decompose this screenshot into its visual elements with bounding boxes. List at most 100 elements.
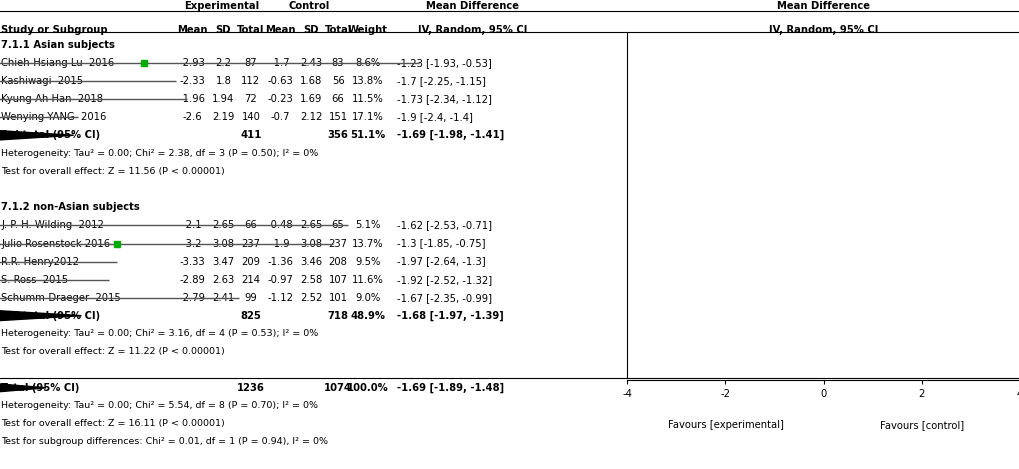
- Text: -0.7: -0.7: [270, 112, 289, 122]
- Text: Heterogeneity: Tau² = 0.00; Chi² = 2.38, df = 3 (P = 0.50); I² = 0%: Heterogeneity: Tau² = 0.00; Chi² = 2.38,…: [1, 149, 318, 158]
- Text: 3.08: 3.08: [212, 239, 234, 249]
- Text: 2.2: 2.2: [215, 58, 231, 68]
- Text: -2.79: -2.79: [179, 293, 206, 303]
- Text: 11.5%: 11.5%: [352, 94, 383, 104]
- Text: 13.8%: 13.8%: [352, 76, 383, 86]
- Text: 8.6%: 8.6%: [355, 58, 380, 68]
- Text: -3.33: -3.33: [179, 257, 205, 266]
- Text: 107: 107: [328, 274, 347, 285]
- Text: Heterogeneity: Tau² = 0.00; Chi² = 3.16, df = 4 (P = 0.53); I² = 0%: Heterogeneity: Tau² = 0.00; Chi² = 3.16,…: [1, 329, 318, 338]
- Text: 66: 66: [245, 220, 257, 230]
- Text: 411: 411: [240, 130, 261, 140]
- Text: 237: 237: [242, 239, 260, 249]
- Text: Mean Difference: Mean Difference: [426, 1, 519, 11]
- Text: -1.96: -1.96: [179, 94, 206, 104]
- Text: 66: 66: [331, 94, 344, 104]
- Text: Wenying YANG  2016: Wenying YANG 2016: [1, 112, 107, 122]
- Text: 2.43: 2.43: [300, 58, 322, 68]
- Text: -1.67 [-2.35, -0.99]: -1.67 [-2.35, -0.99]: [396, 293, 491, 303]
- Text: Mean: Mean: [177, 25, 208, 35]
- Text: SD: SD: [215, 25, 231, 35]
- Text: Experimental: Experimental: [184, 1, 259, 11]
- Text: Mean Difference: Mean Difference: [776, 1, 869, 11]
- Text: 9.0%: 9.0%: [355, 293, 380, 303]
- Text: R.R. Henry2012: R.R. Henry2012: [1, 257, 79, 266]
- Text: SD: SD: [303, 25, 319, 35]
- Text: Weight: Weight: [347, 25, 387, 35]
- Text: 3.47: 3.47: [212, 257, 234, 266]
- Text: 72: 72: [245, 94, 257, 104]
- Text: 2.65: 2.65: [300, 220, 322, 230]
- Text: 209: 209: [242, 257, 260, 266]
- Polygon shape: [0, 381, 46, 395]
- Text: -2.1: -2.1: [182, 220, 202, 230]
- Text: -0.48: -0.48: [267, 220, 292, 230]
- Text: Subtotal (95% CI): Subtotal (95% CI): [1, 310, 100, 321]
- Text: 1.69: 1.69: [300, 94, 322, 104]
- Text: -1.97 [-2.64, -1.3]: -1.97 [-2.64, -1.3]: [396, 257, 485, 266]
- Text: -1.3 [-1.85, -0.75]: -1.3 [-1.85, -0.75]: [396, 239, 485, 249]
- Text: S. Ross  2015: S. Ross 2015: [1, 274, 68, 285]
- Text: -1.9 [-2.4, -1.4]: -1.9 [-2.4, -1.4]: [396, 112, 473, 122]
- Text: 7.1.1 Asian subjects: 7.1.1 Asian subjects: [1, 40, 115, 50]
- Text: 101: 101: [328, 293, 347, 303]
- Text: -1.69 [-1.98, -1.41]: -1.69 [-1.98, -1.41]: [396, 130, 503, 140]
- Text: Test for overall effect: Z = 11.22 (P < 0.00001): Test for overall effect: Z = 11.22 (P < …: [1, 347, 225, 356]
- Text: Total: Total: [237, 25, 264, 35]
- Text: -1.7 [-2.25, -1.15]: -1.7 [-2.25, -1.15]: [396, 76, 485, 86]
- Text: -1.92 [-2.52, -1.32]: -1.92 [-2.52, -1.32]: [396, 274, 492, 285]
- Text: Total: Total: [324, 25, 352, 35]
- Text: 99: 99: [245, 293, 257, 303]
- Text: 2.19: 2.19: [212, 112, 234, 122]
- Text: -3.2: -3.2: [182, 239, 202, 249]
- Text: Kashiwagi  2015: Kashiwagi 2015: [1, 76, 84, 86]
- Text: -0.97: -0.97: [267, 274, 293, 285]
- Text: -1.9: -1.9: [270, 239, 290, 249]
- Text: 2.58: 2.58: [300, 274, 322, 285]
- Text: Control: Control: [288, 1, 329, 11]
- Text: -2.89: -2.89: [179, 274, 205, 285]
- Polygon shape: [0, 309, 82, 323]
- Text: 65: 65: [331, 220, 344, 230]
- Text: Favours [control]: Favours [control]: [879, 420, 963, 430]
- Text: 7.1.2 non-Asian subjects: 7.1.2 non-Asian subjects: [1, 203, 140, 212]
- Text: 2.52: 2.52: [300, 293, 322, 303]
- Text: 2.63: 2.63: [212, 274, 234, 285]
- Text: Kyung-Ah Han  2018: Kyung-Ah Han 2018: [1, 94, 103, 104]
- Text: 718: 718: [327, 310, 348, 321]
- Text: 356: 356: [327, 130, 348, 140]
- Text: 2.41: 2.41: [212, 293, 234, 303]
- Text: 100.0%: 100.0%: [346, 383, 388, 393]
- Text: 9.5%: 9.5%: [355, 257, 380, 266]
- Text: Test for overall effect: Z = 16.11 (P < 0.00001): Test for overall effect: Z = 16.11 (P < …: [1, 419, 225, 428]
- Text: -0.23: -0.23: [267, 94, 293, 104]
- Text: Heterogeneity: Tau² = 0.00; Chi² = 5.54, df = 8 (P = 0.70); I² = 0%: Heterogeneity: Tau² = 0.00; Chi² = 5.54,…: [1, 401, 318, 410]
- Text: -1.68 [-1.97, -1.39]: -1.68 [-1.97, -1.39]: [396, 310, 503, 321]
- Text: 13.7%: 13.7%: [352, 239, 383, 249]
- Text: 83: 83: [331, 58, 344, 68]
- Text: 825: 825: [240, 310, 261, 321]
- Text: 1074: 1074: [324, 383, 352, 393]
- Text: Schumm-Draeger  2015: Schumm-Draeger 2015: [1, 293, 121, 303]
- Text: IV, Random, 95% CI: IV, Random, 95% CI: [768, 25, 877, 35]
- Text: 5.1%: 5.1%: [355, 220, 380, 230]
- Text: -1.69 [-1.89, -1.48]: -1.69 [-1.89, -1.48]: [396, 383, 503, 393]
- Text: 1.8: 1.8: [215, 76, 231, 86]
- Text: 11.6%: 11.6%: [352, 274, 383, 285]
- Text: -2.93: -2.93: [179, 58, 205, 68]
- Text: 3.46: 3.46: [300, 257, 322, 266]
- Text: Subtotal (95% CI): Subtotal (95% CI): [1, 130, 100, 140]
- Text: -1.12: -1.12: [267, 293, 293, 303]
- Text: 51.1%: 51.1%: [350, 130, 385, 140]
- Text: Test for overall effect: Z = 11.56 (P < 0.00001): Test for overall effect: Z = 11.56 (P < …: [1, 167, 225, 176]
- Text: Test for subgroup differences: Chi² = 0.01, df = 1 (P = 0.94), I² = 0%: Test for subgroup differences: Chi² = 0.…: [1, 438, 328, 446]
- Text: -0.63: -0.63: [267, 76, 293, 86]
- Text: -1.23 [-1.93, -0.53]: -1.23 [-1.93, -0.53]: [396, 58, 491, 68]
- Text: 237: 237: [328, 239, 347, 249]
- Text: 2.12: 2.12: [300, 112, 322, 122]
- Text: -1.7: -1.7: [270, 58, 290, 68]
- Text: Julio Rosenstock 2016: Julio Rosenstock 2016: [1, 239, 110, 249]
- Text: 17.1%: 17.1%: [352, 112, 383, 122]
- Text: J. P. H. Wilding  2012: J. P. H. Wilding 2012: [1, 220, 104, 230]
- Text: -2.33: -2.33: [179, 76, 205, 86]
